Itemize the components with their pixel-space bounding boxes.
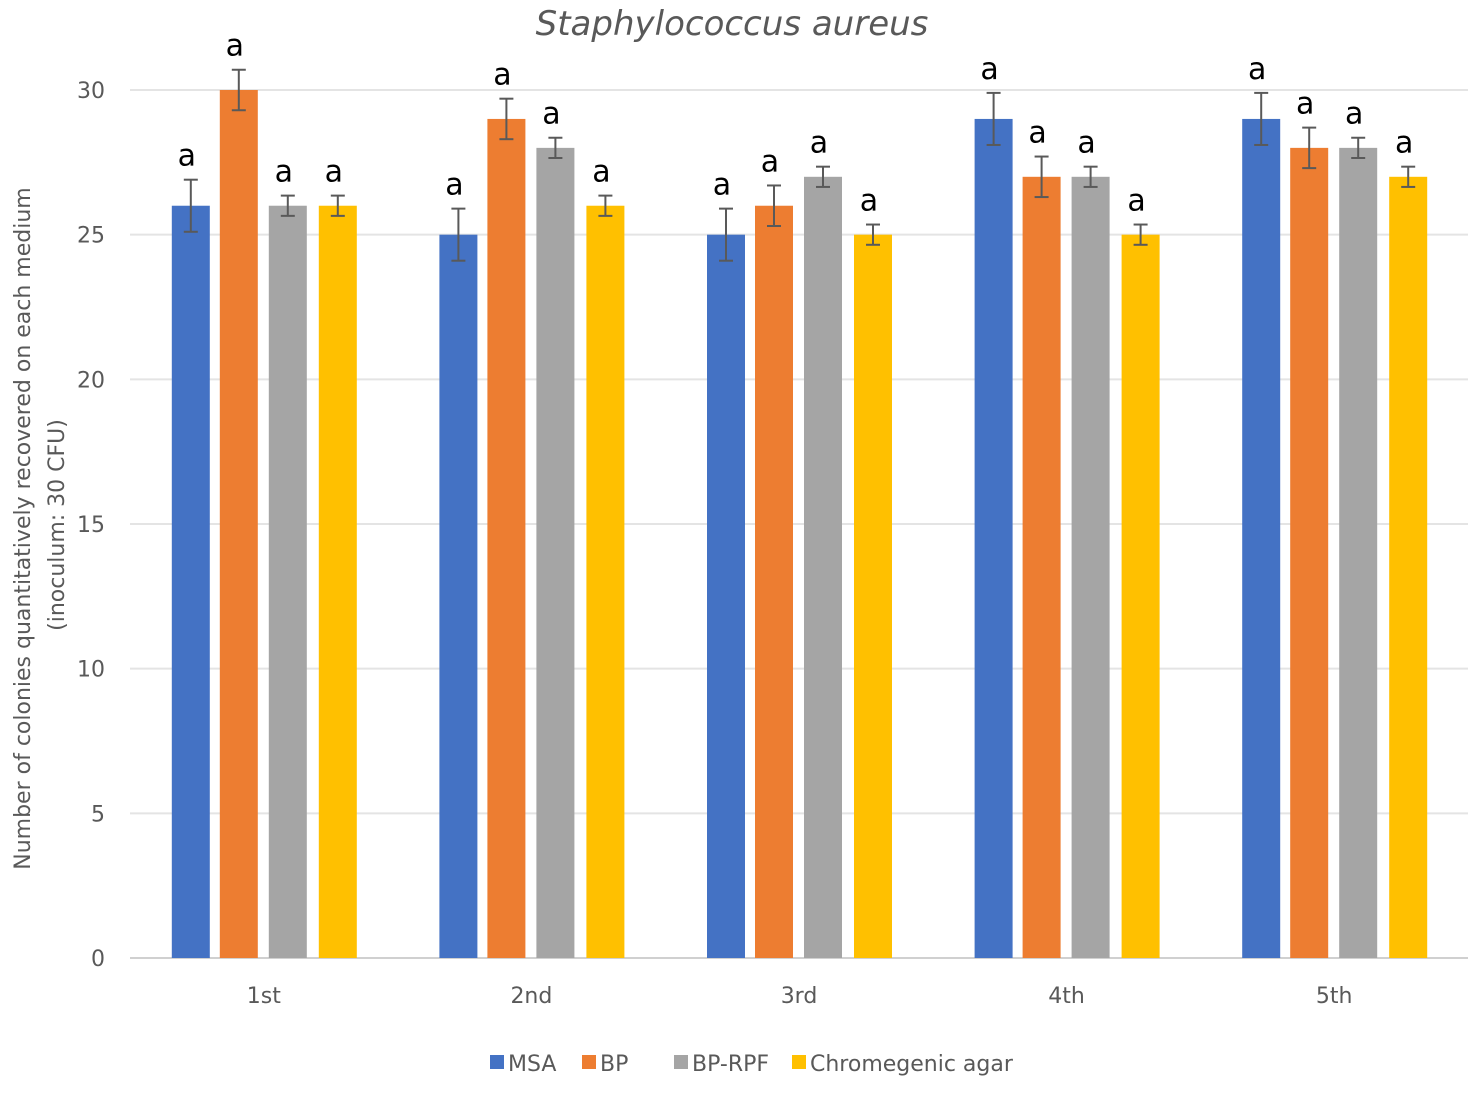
bar [487, 118, 526, 958]
y-axis-label-line-1: Number of colonies quantitatively recove… [11, 187, 36, 869]
significance-label: a [226, 29, 244, 64]
y-axis-label-line-2: (inoculum: 30 CFU) [45, 419, 70, 631]
legend-label: Chromegenic agar [810, 1052, 1014, 1077]
bar [1242, 118, 1281, 958]
significance-label: a [1077, 126, 1095, 161]
bar [1290, 147, 1329, 958]
significance-label: a [178, 139, 196, 174]
legend-swatch [490, 1055, 504, 1069]
bar [804, 176, 842, 959]
bar [1121, 234, 1160, 958]
bar [536, 147, 575, 958]
significance-label: a [1395, 126, 1413, 161]
y-tick-label: 20 [77, 368, 105, 393]
bar [268, 205, 307, 958]
bar [755, 205, 793, 958]
legend-swatch [582, 1055, 596, 1069]
significance-label: a [1296, 87, 1314, 122]
bar [1339, 147, 1378, 958]
significance-label: a [592, 155, 610, 190]
bar [707, 234, 745, 958]
bar [1389, 176, 1428, 959]
legend-label: BP [600, 1052, 628, 1077]
y-tick-label: 10 [77, 658, 105, 683]
bar [171, 205, 210, 958]
significance-label: a [275, 155, 293, 190]
y-tick-label: 0 [91, 947, 105, 972]
significance-label: a [713, 168, 731, 203]
y-tick-label: 5 [91, 802, 105, 827]
x-tick-label: 1st [247, 984, 281, 1009]
y-tick-label: 30 [77, 79, 105, 104]
significance-label: a [1345, 97, 1363, 132]
legend-label: BP-RPF [692, 1052, 769, 1077]
x-tick-label: 3rd [781, 984, 818, 1009]
y-tick-label: 15 [77, 513, 105, 538]
significance-label: a [810, 126, 828, 161]
bar [854, 234, 892, 958]
significance-label: a [980, 52, 998, 87]
significance-label: a [325, 155, 343, 190]
x-tick-label: 5th [1316, 984, 1353, 1009]
bar [974, 118, 1013, 958]
legend-swatch [792, 1055, 806, 1069]
significance-label: a [493, 58, 511, 93]
y-tick-label: 25 [77, 224, 105, 249]
legend-label: MSA [508, 1052, 556, 1077]
significance-label: a [445, 168, 463, 203]
x-tick-label: 4th [1048, 984, 1085, 1009]
significance-label: a [860, 184, 878, 219]
bar [219, 90, 258, 958]
bar [439, 234, 478, 958]
significance-label: a [1028, 116, 1046, 151]
x-tick-label: 2nd [510, 984, 552, 1009]
significance-label: a [1127, 184, 1145, 219]
significance-label: a [1248, 52, 1266, 87]
bar [1022, 176, 1061, 959]
legend-swatch [674, 1055, 688, 1069]
bar [318, 205, 357, 958]
bar [1071, 176, 1110, 959]
y-axis-label: Number of colonies quantitatively recove… [11, 180, 70, 869]
significance-label: a [542, 97, 560, 132]
bar [586, 205, 625, 958]
significance-label: a [761, 144, 779, 179]
chart-title: Staphylococcus aureus [536, 4, 929, 44]
